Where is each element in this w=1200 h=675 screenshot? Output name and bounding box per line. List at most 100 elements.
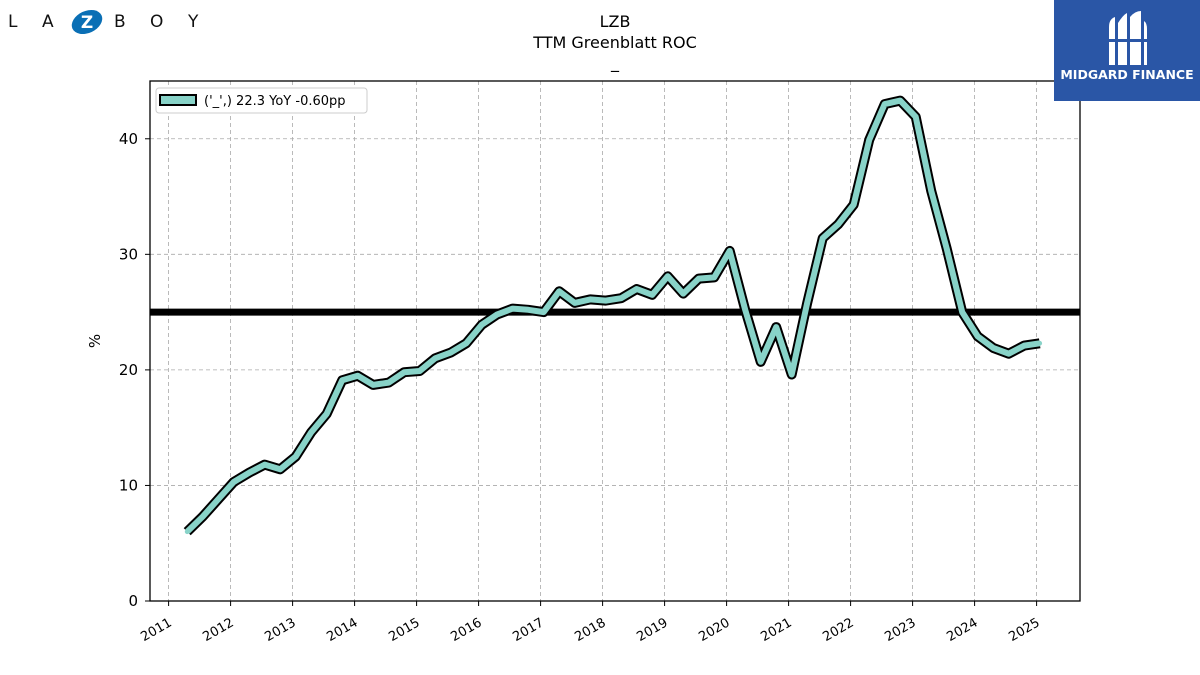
data-point <box>835 221 841 227</box>
x-tick-label: 2017 <box>510 615 546 645</box>
data-point <box>448 350 454 355</box>
data-point <box>944 246 950 252</box>
data-point <box>277 466 283 472</box>
data-point <box>494 312 500 317</box>
x-tick-label: 2012 <box>200 615 236 645</box>
data-point <box>355 373 361 379</box>
series-line <box>185 97 1041 534</box>
logo-letter: O <box>150 12 164 32</box>
data-point <box>1006 351 1012 357</box>
series-line-outline <box>183 95 1041 536</box>
logo-z-letter: Z <box>81 13 93 33</box>
y-tick-label: 20 <box>119 361 138 379</box>
data-point <box>866 137 872 143</box>
data-point <box>773 324 779 330</box>
legend-label: ('_',) 22.3 YoY -0.60pp <box>204 94 346 109</box>
data-point <box>463 340 469 346</box>
legend: ('_',) 22.3 YoY -0.60pp <box>155 87 368 114</box>
x-tick-label: 2018 <box>572 615 608 645</box>
y-tick-label: 30 <box>119 245 138 263</box>
data-point <box>510 306 516 311</box>
series-layer <box>183 95 1043 536</box>
data-point <box>324 411 330 417</box>
x-tick-label: 2023 <box>882 615 918 645</box>
data-point <box>665 273 671 279</box>
legend-box <box>155 87 368 114</box>
data-point <box>913 114 919 120</box>
plot-area-frame <box>149 80 1081 602</box>
data-point <box>370 382 376 388</box>
x-tick-label: 2019 <box>634 615 670 645</box>
logo-letter: B <box>114 12 126 32</box>
midgard-brand-name: MIDGARD FINANCE <box>1060 67 1194 82</box>
data-point <box>789 372 795 377</box>
data-point <box>618 295 624 301</box>
y-tick-label: 0 <box>128 592 138 610</box>
data-point <box>928 188 934 194</box>
data-point <box>417 368 423 374</box>
grid <box>150 81 1080 602</box>
y-tick-label: 10 <box>119 476 138 494</box>
data-point <box>649 292 655 298</box>
x-tick-label: 2020 <box>696 615 732 645</box>
x-tick-label: 2022 <box>820 615 856 645</box>
data-point <box>246 470 252 476</box>
data-point <box>432 355 438 361</box>
data-point <box>634 286 640 292</box>
data-point <box>184 529 190 535</box>
x-tick-label: 2024 <box>944 615 980 645</box>
data-point <box>711 275 717 280</box>
y-axis-label: % <box>86 334 104 348</box>
data-point <box>990 345 996 351</box>
x-tick-label: 2021 <box>758 615 794 645</box>
data-point <box>727 248 733 254</box>
x-tick-label: 2016 <box>448 615 484 645</box>
data-point <box>897 98 903 103</box>
data-point <box>975 334 981 339</box>
lazboy-logo: L A Z B O Y <box>6 6 216 38</box>
data-point <box>556 288 562 294</box>
data-point <box>215 496 221 502</box>
chart-title: LZB <box>600 12 631 31</box>
logo-letter: A <box>42 12 54 32</box>
x-axis-ticks: 2011 2012 2013 2014 2015 2016 2017 2018 2019 2020… <box>138 601 1043 645</box>
data-point <box>200 514 206 519</box>
x-tick-label: 2014 <box>324 615 360 645</box>
data-point <box>696 276 702 281</box>
data-point <box>525 307 531 313</box>
midgard-m-emblem-icon <box>1107 11 1149 65</box>
logo-letter: L <box>8 12 18 32</box>
y-axis-ticks: 0 10 20 30 40 <box>119 130 150 610</box>
data-point <box>680 291 686 296</box>
data-point <box>742 307 748 313</box>
data-point <box>603 298 609 303</box>
data-point <box>479 322 485 328</box>
x-tick-label: 2011 <box>138 615 174 645</box>
data-point <box>758 359 764 365</box>
data-point <box>882 101 888 107</box>
data-point <box>820 235 826 241</box>
data-point <box>308 429 314 435</box>
data-point <box>851 202 857 208</box>
midgard-finance-logo: MIDGARD FINANCE <box>1054 0 1200 101</box>
data-point <box>804 300 810 306</box>
x-tick-label: 2013 <box>262 615 298 645</box>
logo-letter: Y <box>188 12 199 32</box>
data-point <box>386 380 392 385</box>
y-tick-label: 40 <box>119 130 138 148</box>
data-point <box>339 377 345 383</box>
data-point <box>293 454 299 459</box>
lazboy-z-emblem-icon: Z <box>71 9 103 35</box>
data-point <box>1021 343 1027 348</box>
data-point <box>401 369 407 375</box>
data-point <box>541 309 547 315</box>
x-tick-label: 2015 <box>386 615 422 645</box>
data-point <box>262 462 268 467</box>
data-point <box>587 297 593 302</box>
chart-subtitle: TTM Greenblatt ROC <box>532 33 697 52</box>
data-point <box>959 309 965 315</box>
data-point <box>572 300 578 306</box>
data-point <box>231 479 237 485</box>
data-point <box>1037 340 1043 346</box>
legend-swatch <box>159 94 197 106</box>
